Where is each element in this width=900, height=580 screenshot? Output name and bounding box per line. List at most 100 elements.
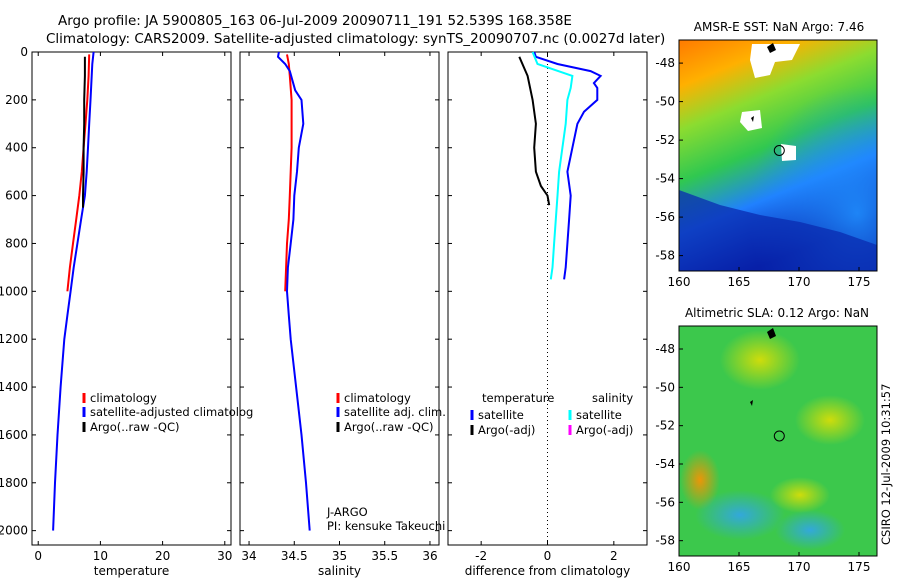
header-line-2: Climatology: CARS2009. Satellite-adjuste…	[46, 31, 665, 47]
difference-legend-label: satellite	[576, 408, 622, 422]
sla-map-high-region-2	[795, 395, 865, 445]
salinity-plot-frame	[239, 51, 440, 546]
difference-legend-label: Argo(-adj)	[478, 423, 535, 437]
salinity-legend-label: satellite adj. clim.	[344, 405, 446, 419]
sla-map-low-region-2	[775, 510, 845, 550]
temperature-ytick-label: 1200	[0, 332, 28, 346]
salinity-legend-label: Argo(..raw -QC)	[344, 420, 434, 434]
sla-map-island-2	[750, 400, 753, 406]
temperature-ytick-label: 1400	[0, 380, 28, 394]
sst-map-xtick-label: 160	[668, 275, 691, 289]
sla-map-title: Altimetric SLA: 0.12 Argo: NaN	[685, 306, 869, 320]
temperature-ytick-label: 400	[5, 141, 28, 155]
temperature-ytick-label: 1000	[0, 284, 28, 298]
sst-map-xtick-label: 165	[728, 275, 751, 289]
temperature-ytick-label: 600	[5, 189, 28, 203]
sla-map-xtick-label: 175	[848, 560, 871, 574]
salinity-xtick-label: 36	[422, 549, 437, 563]
temperature-ytick-label: 0	[20, 45, 28, 59]
sla-map-frame	[678, 325, 878, 557]
sla-map-panel: Altimetric SLA: 0.12 Argo: NaN 160 165 170…	[655, 306, 878, 574]
sla-map-high-region-3	[770, 477, 830, 513]
salinity-xtick-label: 34	[241, 549, 256, 563]
sst-map-ytick-label: -54	[655, 172, 675, 186]
temperature-xtick-label: 30	[217, 549, 232, 563]
sst-map-xtick-label: 175	[848, 275, 871, 289]
sla-map-xtick-label: 165	[728, 560, 751, 574]
sst-map-ytick-label: -58	[655, 249, 675, 263]
difference-legend-heading: salinity	[592, 391, 633, 405]
difference-xlabel: difference from climatology	[465, 564, 631, 578]
temperature-ytick-label: 1600	[0, 428, 28, 442]
sla-map-ytick-label: -48	[655, 342, 675, 356]
sla-map-xtick-label: 160	[668, 560, 691, 574]
salinity-xtick-label: 35.5	[371, 549, 398, 563]
temperature-xtick-label: 10	[93, 549, 108, 563]
sst-map-xtick-label: 170	[788, 275, 811, 289]
sst-map-ytick-label: -50	[655, 95, 675, 109]
temperature-xtick-label: 20	[155, 549, 170, 563]
sla-map-xtick-label: 170	[788, 560, 811, 574]
temperature-ytick-label: 1800	[0, 476, 28, 490]
salinity-xlabel: salinity	[318, 564, 361, 578]
sla-map-ytick-label: -54	[655, 457, 675, 471]
sla-map-float-marker	[773, 430, 785, 442]
header-line-1: Argo profile: JA 5900805_163 06-Jul-2009…	[58, 13, 572, 29]
sla-map-axes: 160 165 170 175 -48 -50 -52 -54 -56 -58	[655, 325, 878, 574]
difference-legend-label: satellite	[478, 408, 524, 422]
sst-map-float-marker	[773, 145, 785, 156]
temperature-ytick-label: 800	[5, 236, 28, 250]
salinity-annotation-program: J-ARGO	[326, 505, 368, 519]
salinity-xtick-label: 35	[332, 549, 347, 563]
temperature-legend-label: satellite-adjusted climatolog	[90, 405, 253, 419]
temperature-panel: 0 10 20 30 temperature 0 200 400 600 800 1000 1200 1…	[0, 45, 253, 578]
difference-series-1	[531, 51, 574, 280]
salinity-series-1	[276, 51, 311, 531]
difference-xtick-label: 2	[610, 549, 618, 563]
sst-map-axes: 160 165 170 175 -48 -50 -52 -54 -56 -58	[655, 39, 878, 289]
sst-map-ytick-label: -52	[655, 133, 675, 147]
sst-map-ytick-label: -48	[655, 56, 675, 70]
temperature-series-2	[82, 56, 86, 208]
salinity-annotation-pi: PI: kensuke Takeuchi	[327, 519, 445, 533]
sst-map-frame	[678, 39, 878, 272]
temperature-series-0	[66, 54, 91, 292]
sla-map-ytick-label: -52	[655, 419, 675, 433]
salinity-legend-label: climatology	[344, 391, 411, 405]
sst-map-deep-water	[679, 190, 877, 271]
temperature-ytick-label: 200	[5, 93, 28, 107]
difference-xtick-label: 0	[544, 549, 552, 563]
sst-map-ytick-label: -56	[655, 210, 675, 224]
difference-series-0	[533, 51, 603, 280]
sst-map-title: AMSR-E SST: NaN Argo: 7.46	[694, 20, 864, 34]
temperature-xtick-label: 0	[34, 549, 42, 563]
sla-map-ytick-label: -56	[655, 495, 675, 509]
sla-map-ytick-label: -50	[655, 380, 675, 394]
sst-map-panel: AMSR-E SST: NaN Argo: 7.46 160 165 170 175 -…	[655, 20, 878, 289]
sla-map-low-region	[695, 490, 785, 540]
temperature-legend-label: Argo(..raw -QC)	[90, 420, 180, 434]
temperature-series-1	[52, 51, 95, 531]
sst-map-missing-data-3	[781, 144, 796, 161]
difference-legend-heading: temperature	[482, 391, 554, 405]
sla-map-ytick-label: -58	[655, 534, 675, 548]
difference-series-2	[518, 56, 551, 206]
temperature-legend-label: climatology	[90, 391, 157, 405]
salinity-panel: 34 34.5 35 35.5 36 salinity climatologysatelli…	[239, 51, 446, 578]
sla-map-high-region	[720, 330, 800, 390]
temperature-ytick-label: 2000	[0, 524, 28, 538]
difference-xtick-label: -2	[475, 549, 487, 563]
sla-map-island	[767, 328, 776, 339]
sst-map-island	[767, 43, 776, 53]
difference-plot-frame	[447, 51, 648, 546]
temperature-xlabel: temperature	[94, 564, 169, 578]
sla-map-peak-region	[680, 450, 720, 510]
sst-map-missing-data	[750, 44, 800, 78]
sst-map-island-2	[751, 116, 754, 122]
difference-legend-label: Argo(-adj)	[576, 423, 633, 437]
sst-map-missing-data-2	[740, 110, 762, 131]
timestamp-stamp: CSIRO 12-Jul-2009 10:31:57	[879, 384, 893, 545]
salinity-xtick-label: 34.5	[281, 549, 308, 563]
